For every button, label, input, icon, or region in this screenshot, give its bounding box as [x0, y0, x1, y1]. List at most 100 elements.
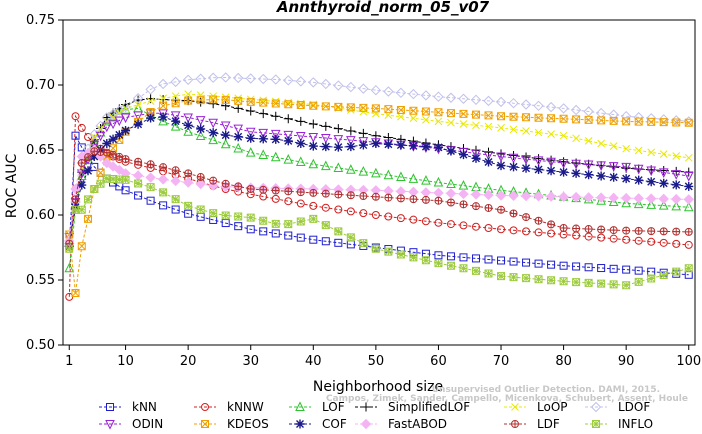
- data-point-ldf: [196, 173, 205, 182]
- data-point-inflo: [672, 267, 681, 276]
- y-tick-label: 0.55: [26, 273, 55, 288]
- data-point-kdeos: [209, 95, 218, 104]
- data-point-cof: [571, 168, 581, 178]
- data-point-simplifiedlof: [221, 101, 231, 111]
- data-point-odin: [608, 162, 619, 172]
- data-point-knnw: [522, 227, 531, 236]
- data-point-loop: [647, 148, 656, 157]
- data-point-cof: [133, 119, 143, 129]
- data-point-lof: [446, 178, 456, 189]
- data-point-ldf: [434, 196, 443, 205]
- legend: kNN kNNW LOF SimplifiedLOF LoOP LDOF ODIN KDEOS…: [99, 400, 653, 431]
- data-point-inflo: [171, 195, 180, 204]
- data-point-knnw: [284, 197, 293, 206]
- data-point-knnw: [597, 233, 606, 242]
- data-point-knn: [534, 259, 543, 268]
- data-point-simplifiedlof: [321, 121, 331, 131]
- x-tick-label: 50: [368, 354, 385, 369]
- data-point-ldof: [245, 73, 256, 84]
- data-point-ldof: [270, 74, 281, 85]
- data-point-inflo: [77, 205, 86, 214]
- data-point-odin: [621, 162, 631, 173]
- data-point-ldof: [145, 84, 156, 95]
- data-point-inflo: [497, 272, 506, 281]
- data-point-knnw: [309, 201, 318, 210]
- data-point-ldof: [370, 84, 382, 96]
- data-point-odin: [633, 164, 644, 175]
- data-point-knnw: [396, 214, 405, 223]
- data-point-kdeos: [259, 98, 268, 107]
- x-tick-label: 80: [555, 354, 572, 369]
- series-line-lof: [68, 107, 689, 269]
- data-point-ldf: [359, 192, 368, 201]
- data-point-ldf: [159, 163, 168, 172]
- data-point-inflo: [647, 274, 656, 283]
- data-point-odin: [195, 116, 206, 126]
- data-point-odin: [233, 124, 244, 135]
- data-point-knn: [134, 191, 143, 200]
- data-point-simplifiedlof: [233, 103, 243, 113]
- legend-item-kdeos: KDEOS: [194, 417, 269, 431]
- data-point-loop: [159, 94, 167, 103]
- data-point-simplifiedlof: [258, 109, 268, 119]
- data-point-lof: [658, 200, 669, 210]
- data-point-ldof: [345, 81, 357, 93]
- data-point-cof: [271, 134, 281, 144]
- data-point-ldf: [296, 188, 305, 197]
- data-point-knnw: [634, 236, 643, 245]
- data-point-knnw: [547, 229, 556, 238]
- data-point-fastabod: [570, 191, 582, 203]
- legend-label-lof: LOF: [322, 400, 345, 414]
- data-point-odin: [483, 150, 494, 161]
- legend-marker-kdeos: [201, 420, 209, 428]
- data-point-ldf: [77, 159, 86, 167]
- data-point-ldf: [509, 209, 518, 218]
- data-point-odin: [546, 157, 556, 168]
- data-point-cof: [584, 170, 594, 180]
- data-point-inflo: [534, 275, 543, 284]
- data-point-loop: [409, 114, 418, 123]
- data-point-knnw: [484, 224, 493, 232]
- legend-label-inflo: INFLO: [618, 417, 653, 431]
- data-point-cof: [383, 139, 393, 149]
- legend-label-cof: COF: [322, 417, 347, 431]
- legend-item-loop: LoOP: [504, 400, 568, 414]
- data-point-kdeos: [634, 117, 643, 126]
- data-point-fastabod: [545, 191, 557, 202]
- data-point-lof: [220, 138, 231, 149]
- data-point-lof: [258, 149, 269, 159]
- data-point-loop: [634, 146, 643, 155]
- data-point-odin: [245, 127, 256, 138]
- data-point-odin: [596, 161, 606, 171]
- legend-label-fastabod: FastABOD: [388, 417, 447, 431]
- data-point-odin: [358, 137, 369, 147]
- data-point-loop: [622, 144, 631, 153]
- legend-label-loop: LoOP: [537, 400, 568, 414]
- data-point-knnw: [321, 203, 330, 212]
- legend-marker-simplifiedlof: [361, 402, 371, 412]
- legend-item-simplifiedlof: SimplifiedLOF: [355, 400, 470, 414]
- data-point-knnw: [384, 212, 393, 221]
- data-point-ldf: [309, 188, 318, 197]
- x-tick-label: 20: [180, 354, 197, 369]
- data-point-lof: [358, 165, 369, 176]
- data-point-fastabod: [595, 192, 607, 203]
- data-point-ldf: [134, 157, 143, 166]
- data-point-inflo: [84, 195, 93, 204]
- watermark-line-1: Unsupervised Outlier Detection. DAMI, 20…: [432, 385, 660, 395]
- data-point-ldf: [271, 186, 280, 195]
- data-point-fastabod: [114, 164, 125, 176]
- data-point-loop: [522, 127, 530, 135]
- data-point-fastabod: [107, 161, 119, 172]
- data-point-cof: [609, 172, 619, 182]
- data-point-knnw: [459, 221, 468, 230]
- x-axis-label: Neighborhood size: [313, 379, 443, 395]
- data-point-lof: [371, 167, 381, 178]
- data-point-ldof: [170, 76, 181, 88]
- data-point-loop: [484, 122, 493, 131]
- data-point-lof: [646, 199, 657, 209]
- legend-item-inflo: INFLO: [585, 417, 653, 431]
- data-point-kdeos: [221, 95, 230, 104]
- data-point-ldof: [508, 97, 519, 109]
- data-point-knn: [497, 256, 506, 265]
